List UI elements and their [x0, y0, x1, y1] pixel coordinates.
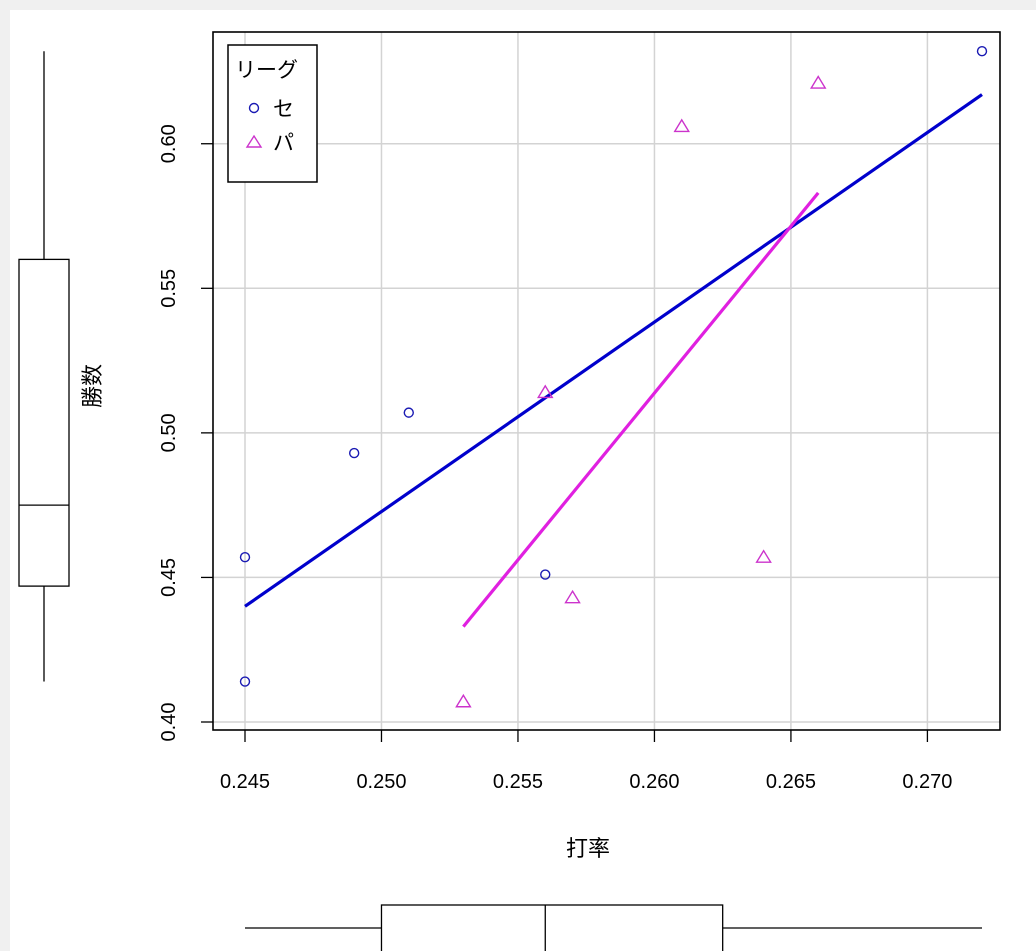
point-triangle-4	[755, 549, 772, 563]
regression-lines	[244, 93, 983, 628]
x-tick-label-2: 0.255	[493, 771, 543, 793]
x-tick-label-0: 0.245	[220, 771, 270, 793]
point-triangle-2	[564, 589, 581, 604]
legend: リーグ セ パ	[227, 44, 318, 183]
y-box	[18, 258, 70, 587]
x-box	[380, 904, 724, 951]
x-marginal-boxplot	[245, 904, 982, 951]
point-triangle-0	[455, 693, 472, 708]
legend-title: リーグ	[235, 59, 298, 82]
data-points	[239, 46, 988, 708]
y-axis: 0.40 0.45 0.50 0.55 0.60	[158, 124, 213, 741]
point-triangle-5	[809, 75, 827, 89]
point-triangle-1	[537, 384, 554, 399]
point-circle-2	[348, 447, 360, 459]
legend-marker-triangle	[245, 134, 263, 148]
legend-label-se: セ	[273, 98, 294, 121]
plot-frame	[212, 31, 1001, 731]
scatter-plot: 0.245 0.250 0.255 0.260 0.265 0.270 0.400.450…	[18, 31, 1001, 951]
x-tick-label-1: 0.250	[356, 771, 406, 793]
y-tick-label-0: 0.40	[158, 703, 180, 742]
point-circle-1	[239, 676, 251, 687]
x-axis-label: 打率	[566, 836, 610, 861]
y-axis-label: 勝数	[80, 364, 105, 408]
y-tick-label-2: 0.50	[158, 413, 180, 452]
point-circle-5	[976, 46, 988, 57]
x-tick-label-5: 0.270	[902, 771, 952, 793]
y-tick-label-4: 0.60	[158, 124, 180, 163]
legend-label-pa: パ	[273, 132, 294, 155]
plot-canvas: 0.245 0.250 0.255 0.260 0.265 0.270 0.40 0.45 0…	[10, 10, 1036, 951]
grid	[213, 32, 1000, 730]
point-triangle-3	[673, 118, 690, 133]
x-tick-label-4: 0.265	[766, 771, 816, 793]
legend-marker-circle	[248, 102, 260, 114]
y-marginal-boxplot	[18, 51, 70, 682]
x-tick-label-3: 0.260	[629, 771, 679, 793]
point-circle-0	[239, 551, 251, 563]
y-tick-label-1: 0.45	[158, 558, 180, 597]
point-circle-3	[403, 407, 414, 418]
y-tick-label-3: 0.55	[158, 269, 180, 308]
x-axis: 0.245 0.250 0.255 0.260 0.265 0.270	[220, 730, 952, 793]
point-circle-4	[540, 569, 551, 580]
legend-box	[227, 44, 318, 183]
regression-line-0	[244, 93, 983, 608]
regression-line-1	[462, 191, 820, 628]
